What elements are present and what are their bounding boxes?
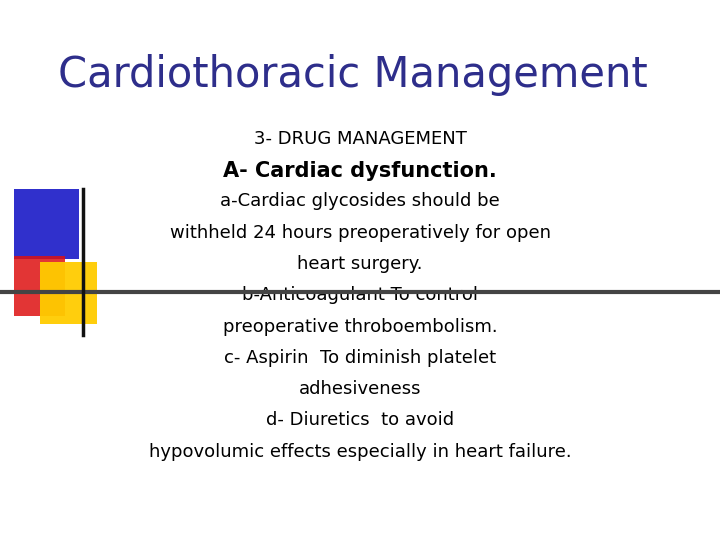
Text: c- Aspirin  To diminish platelet: c- Aspirin To diminish platelet xyxy=(224,349,496,367)
Text: a-Cardiac glycosides should be: a-Cardiac glycosides should be xyxy=(220,192,500,210)
Text: Cardiothoracic Management: Cardiothoracic Management xyxy=(58,54,647,96)
Text: heart surgery.: heart surgery. xyxy=(297,255,423,273)
Text: preoperative throboembolism.: preoperative throboembolism. xyxy=(222,318,498,335)
Bar xyxy=(40,262,97,324)
Text: A- Cardiac dysfunction.: A- Cardiac dysfunction. xyxy=(223,161,497,181)
Text: d- Diuretics  to avoid: d- Diuretics to avoid xyxy=(266,411,454,429)
Text: withheld 24 hours preoperatively for open: withheld 24 hours preoperatively for ope… xyxy=(169,224,551,241)
Text: adhesiveness: adhesiveness xyxy=(299,380,421,398)
Text: 3- DRUG MANAGEMENT: 3- DRUG MANAGEMENT xyxy=(253,130,467,147)
Bar xyxy=(14,189,79,259)
Bar xyxy=(14,256,65,316)
Text: hypovolumic effects especially in heart failure.: hypovolumic effects especially in heart … xyxy=(149,443,571,461)
Text: b-Anticoagulant To control: b-Anticoagulant To control xyxy=(242,286,478,304)
